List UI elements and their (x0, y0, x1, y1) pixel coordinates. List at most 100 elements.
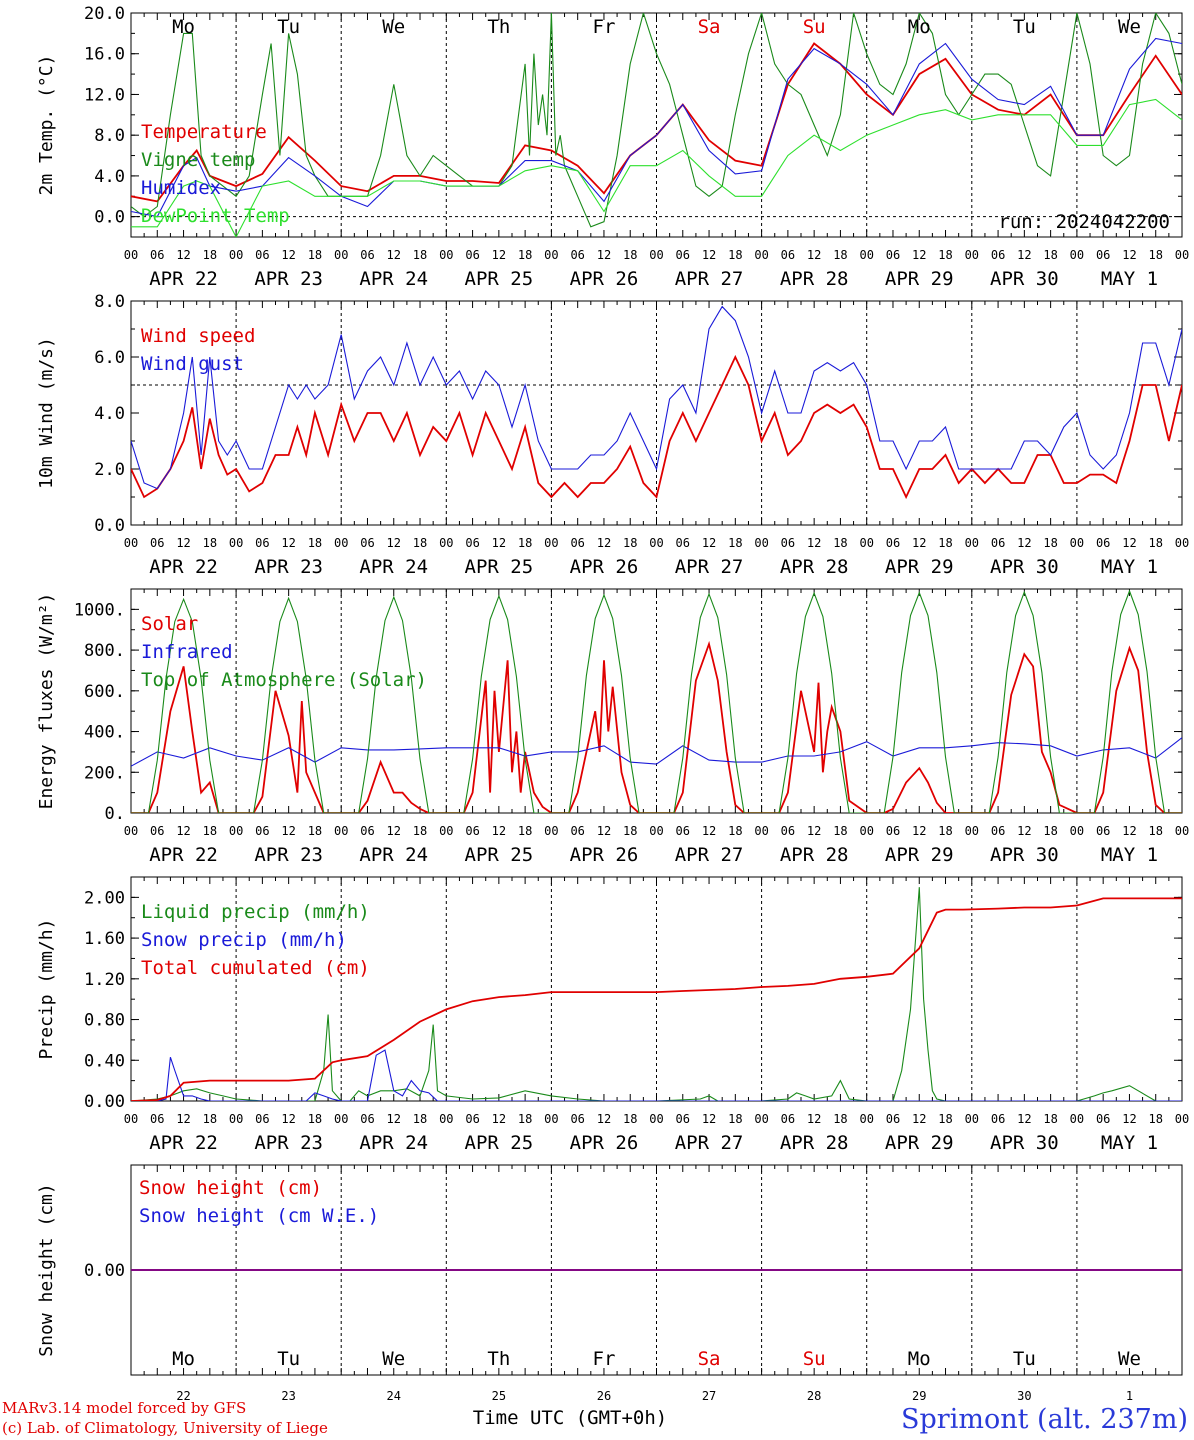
hour-label: 12 (176, 248, 190, 262)
hour-label: 18 (203, 248, 217, 262)
hour-label: 00 (229, 248, 243, 262)
hour-label: 06 (991, 248, 1005, 262)
hour-label: 18 (518, 248, 532, 262)
hour-label: 00 (754, 824, 768, 838)
hour-label: 06 (886, 536, 900, 550)
hour-label: 12 (807, 824, 821, 838)
date-label: APR 22 (149, 556, 218, 578)
hour-label: 06 (570, 1112, 584, 1126)
hour-label: 00 (439, 248, 453, 262)
hour-label: 18 (623, 1112, 637, 1126)
y-tick-label: 1000. (74, 600, 125, 620)
hour-label: 12 (1122, 536, 1136, 550)
weekday-label: Mo (908, 1348, 931, 1370)
day-number: 28 (807, 1389, 821, 1403)
hour-label: 06 (886, 824, 900, 838)
date-label: APR 28 (780, 556, 849, 578)
date-label: APR 26 (570, 1132, 639, 1154)
hour-label: 06 (676, 536, 690, 550)
hour-label: 00 (439, 824, 453, 838)
hour-label: 00 (124, 248, 138, 262)
y-tick-label: 4.0 (94, 167, 125, 187)
legend-entry: Humidex (141, 177, 221, 199)
date-label: APR 30 (990, 844, 1059, 866)
hour-label: 00 (754, 1112, 768, 1126)
hour-label: 06 (570, 248, 584, 262)
hour-label: 00 (859, 248, 873, 262)
panel-2: 0.0 2.0 4.0 6.0 8.0 10m Wind (m/s) Wind speed W… (36, 292, 1189, 578)
y-tick-label: 4.0 (94, 404, 125, 424)
date-label: APR 24 (359, 1132, 428, 1154)
date-label: MAY 1 (1101, 1132, 1158, 1154)
y-axis-label: Snow height (cm) (36, 1183, 57, 1356)
weekday-label: Tu (1013, 16, 1036, 38)
panel-5: 0.00 Snow height (cm) Snow height (cm) Snow… (36, 1164, 1183, 1403)
y-tick-label: 20.0 (84, 4, 125, 24)
hour-label: 12 (807, 1112, 821, 1126)
y-axis-label: Energy fluxes (W/m²) (36, 593, 57, 810)
hour-label: 00 (859, 824, 873, 838)
date-label: APR 25 (465, 844, 534, 866)
date-label: APR 22 (149, 268, 218, 290)
date-label: APR 22 (149, 1132, 218, 1154)
hour-label: 00 (965, 824, 979, 838)
legend-entry: Vigne temp (141, 149, 255, 171)
date-label: APR 30 (990, 556, 1059, 578)
hour-label: 12 (912, 536, 926, 550)
hour-label: 00 (754, 248, 768, 262)
hour-label: 06 (255, 1112, 269, 1126)
hour-label: 06 (360, 248, 374, 262)
hour-label: 18 (833, 536, 847, 550)
date-label: APR 27 (675, 1132, 744, 1154)
legend-entry: Liquid precip (mm/h) (141, 901, 370, 923)
hour-label: 12 (1017, 1112, 1031, 1126)
run-label: run: 2024042200 (998, 211, 1170, 233)
hour-label: 18 (518, 1112, 532, 1126)
weekday-label: Th (487, 16, 510, 38)
hour-label: 06 (360, 536, 374, 550)
panel-3: 0. 200. 400. 600. 800. 1000. Energy fluxes (W/… (36, 588, 1189, 866)
series-line-vigne-temp (131, 13, 1182, 228)
hour-label: 00 (965, 1112, 979, 1126)
y-tick-label: 1.60 (84, 929, 125, 949)
hour-label: 12 (387, 536, 401, 550)
hour-label: 00 (649, 248, 663, 262)
date-label: APR 23 (254, 844, 323, 866)
hour-label: 12 (807, 248, 821, 262)
hour-label: 18 (1043, 1112, 1057, 1126)
series-line-top-of-atmosphere-solar- (131, 589, 1182, 813)
hour-label: 12 (912, 824, 926, 838)
hour-label: 06 (781, 248, 795, 262)
hour-label: 12 (702, 248, 716, 262)
hour-label: 12 (176, 824, 190, 838)
date-label: MAY 1 (1101, 268, 1158, 290)
day-number: 27 (702, 1389, 716, 1403)
hour-label: 06 (150, 536, 164, 550)
date-label: APR 29 (885, 1132, 954, 1154)
day-number: 1 (1126, 1389, 1133, 1403)
hour-label: 18 (623, 248, 637, 262)
hour-label: 18 (518, 536, 532, 550)
weekday-label: Tu (1013, 1348, 1036, 1370)
plot-frame (130, 300, 1183, 526)
legend-entry: Solar (141, 613, 198, 635)
hour-label: 00 (229, 824, 243, 838)
hour-label: 18 (203, 824, 217, 838)
y-tick-label: 16.0 (84, 45, 125, 65)
hour-label: 06 (570, 824, 584, 838)
hour-label: 12 (807, 536, 821, 550)
y-tick-label: 0. (105, 804, 125, 824)
hour-label: 00 (544, 824, 558, 838)
hour-label: 00 (1175, 1112, 1189, 1126)
hour-label: 12 (597, 536, 611, 550)
weekday-label: Tu (277, 1348, 300, 1370)
hour-label: 06 (781, 536, 795, 550)
hour-label: 18 (518, 824, 532, 838)
date-label: APR 30 (990, 268, 1059, 290)
date-label: APR 24 (359, 556, 428, 578)
hour-label: 06 (991, 536, 1005, 550)
hour-label: 00 (124, 1112, 138, 1126)
y-tick-label: 8.0 (94, 126, 125, 146)
hour-label: 18 (1043, 248, 1057, 262)
